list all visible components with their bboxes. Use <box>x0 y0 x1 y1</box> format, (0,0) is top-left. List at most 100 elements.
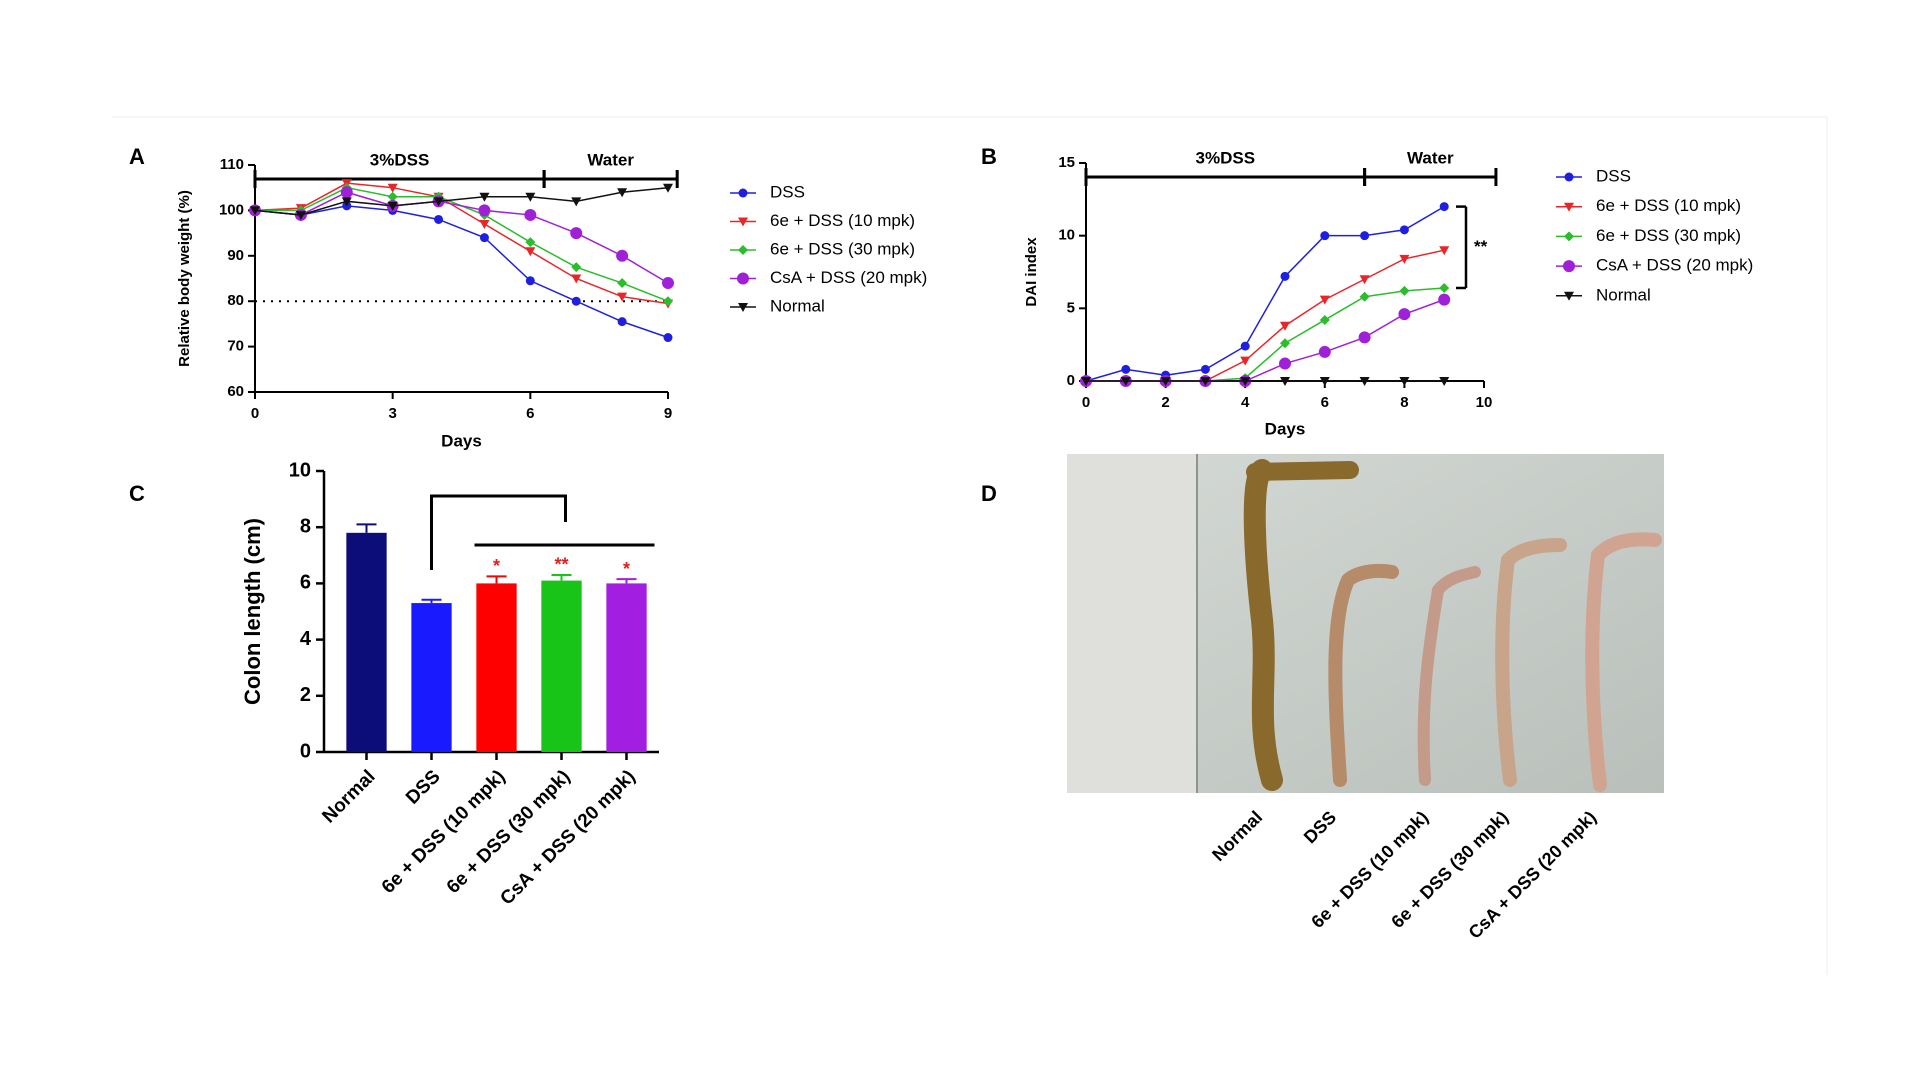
legend-label: 6e + DSS (30 mpk) <box>770 239 915 258</box>
legend-label: DSS <box>770 182 805 201</box>
marker <box>1439 377 1450 386</box>
marker <box>1359 377 1370 386</box>
y-tick-label: 10 <box>1058 227 1075 244</box>
x-tick-label: 0 <box>1082 394 1090 411</box>
x-tick-label: 6 <box>1321 394 1329 411</box>
marker <box>387 191 398 202</box>
x-tick-label: 6e + DSS (30 mpk) <box>443 766 575 898</box>
marker <box>341 197 352 207</box>
bar <box>606 583 647 752</box>
series <box>1081 377 1450 386</box>
y-axis-label: DAI index <box>1023 237 1040 307</box>
ruler <box>1067 454 1197 793</box>
panel-letter: D <box>981 481 997 506</box>
marker <box>479 233 489 243</box>
y-tick-label: 100 <box>219 201 244 218</box>
y-tick-label: 0 <box>1067 372 1075 389</box>
legend-label: DSS <box>1596 166 1631 185</box>
bar <box>476 583 517 752</box>
x-tick-label: 6 <box>526 405 534 422</box>
series <box>1081 202 1449 386</box>
marker <box>1240 377 1251 386</box>
marker <box>1399 285 1410 296</box>
marker <box>1360 231 1370 241</box>
marker <box>1318 345 1331 358</box>
x-tick-label: 2 <box>1161 394 1169 411</box>
marker <box>1280 377 1290 386</box>
y-tick-label: 4 <box>300 628 312 650</box>
series-line <box>254 191 669 284</box>
legend-marker <box>737 272 749 285</box>
marker <box>571 296 581 306</box>
y-axis-label: Colon length (cm) <box>240 518 265 705</box>
marker <box>663 296 673 307</box>
legend-marker <box>1564 291 1574 301</box>
x-tick-label: 0 <box>251 405 259 422</box>
marker <box>250 206 260 216</box>
marker <box>663 333 673 343</box>
legend-marker <box>1564 202 1574 212</box>
marker <box>524 208 537 221</box>
significance-label: ** <box>554 555 568 575</box>
marker <box>1160 377 1171 386</box>
x-tick-label: DSS <box>402 766 444 808</box>
x-tick-label: 10 <box>1476 394 1493 411</box>
marker <box>478 204 491 217</box>
comparison-bracket <box>430 494 567 570</box>
y-tick-label: 8 <box>300 515 311 537</box>
phase-label: Water <box>587 150 634 169</box>
y-tick-label: 5 <box>1067 299 1075 316</box>
bar <box>411 603 452 752</box>
marker <box>617 188 628 198</box>
marker <box>1280 338 1290 349</box>
y-tick-label: 2 <box>300 684 311 706</box>
legend-label: 6e + DSS (30 mpk) <box>1596 226 1741 245</box>
series-line <box>254 182 669 305</box>
marker <box>1319 295 1330 305</box>
marker <box>571 197 582 207</box>
marker <box>617 278 628 289</box>
marker <box>525 237 536 248</box>
marker <box>662 277 674 290</box>
series-line <box>255 186 669 302</box>
marker <box>571 262 582 273</box>
marker <box>1081 377 1091 386</box>
y-tick-label: 15 <box>1058 154 1075 171</box>
phase-label: 3%DSS <box>1196 148 1256 167</box>
series-line <box>1086 287 1445 382</box>
marker <box>1399 225 1409 235</box>
x-tick-label: 9 <box>664 405 672 422</box>
legend-label: 6e + DSS (10 mpk) <box>1596 196 1741 215</box>
legend-label: 6e + DSS (10 mpk) <box>770 211 915 230</box>
marker <box>1121 364 1131 374</box>
legend-label: Normal <box>770 296 825 315</box>
legend-marker <box>1564 231 1574 242</box>
significance-label: * <box>623 559 630 579</box>
colon <box>1246 461 1359 481</box>
marker <box>479 220 490 230</box>
legend-label: CsA + DSS (20 mpk) <box>770 268 927 287</box>
marker <box>1399 377 1410 386</box>
marker <box>525 247 536 257</box>
marker <box>340 186 353 199</box>
legend-marker <box>738 188 748 198</box>
marker <box>434 214 444 224</box>
marker <box>1359 275 1370 285</box>
series-line <box>254 186 669 216</box>
colon <box>1585 532 1662 792</box>
marker <box>525 192 536 202</box>
marker <box>525 276 535 286</box>
marker <box>1398 308 1411 321</box>
x-tick-label: 8 <box>1400 394 1408 411</box>
marker <box>617 292 628 302</box>
bar <box>541 580 582 752</box>
photo-label: DSS <box>1300 807 1340 847</box>
series <box>250 183 673 220</box>
series <box>1080 293 1451 387</box>
marker <box>571 274 582 284</box>
panel-letter: A <box>129 144 145 169</box>
x-axis-label: Days <box>441 431 482 450</box>
photo-label: Normal <box>1208 807 1266 865</box>
marker <box>387 183 398 193</box>
